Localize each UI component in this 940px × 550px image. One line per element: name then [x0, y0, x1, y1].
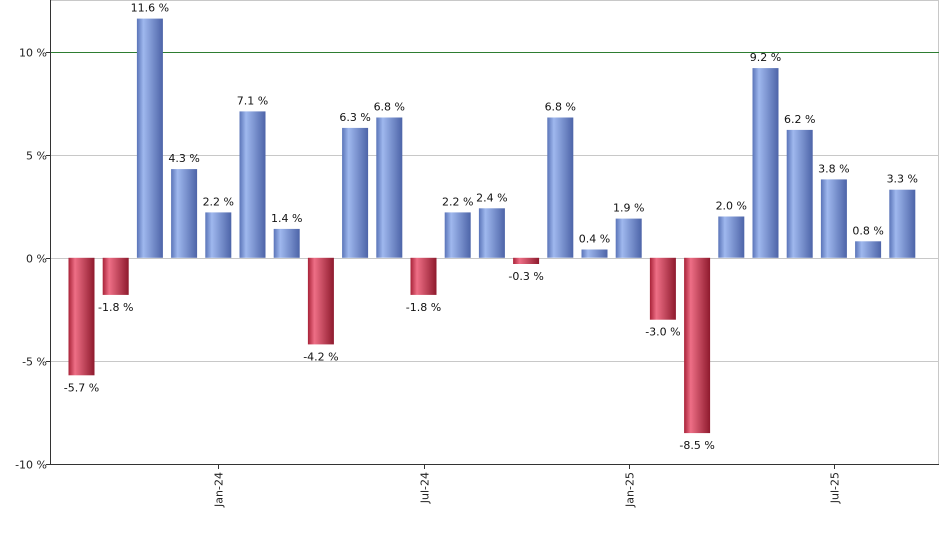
data-label: 6.2 %	[784, 113, 815, 126]
data-label: -1.8 %	[406, 301, 441, 314]
bar	[342, 127, 369, 258]
data-label: -4.2 %	[303, 350, 338, 363]
x-tick-label: Jan-24	[213, 472, 226, 508]
data-label: 4.3 %	[168, 152, 199, 165]
x-tick-label: Jul-24	[419, 472, 432, 504]
data-label: 6.8 %	[374, 101, 405, 114]
data-label: 0.4 %	[579, 233, 610, 246]
bar	[547, 117, 574, 258]
data-label: 2.0 %	[716, 200, 747, 213]
bar	[239, 111, 266, 258]
data-label: 2.2 %	[442, 195, 473, 208]
bar	[513, 257, 540, 264]
bar	[444, 212, 471, 258]
bar	[855, 241, 882, 258]
bar	[752, 68, 779, 258]
data-label: 9.2 %	[750, 51, 781, 64]
bar	[376, 117, 403, 258]
data-label: 3.8 %	[818, 162, 849, 175]
bars	[68, 18, 916, 434]
bar	[718, 216, 745, 258]
x-tick-label: Jul-25	[829, 472, 842, 504]
data-label: 6.3 %	[339, 111, 370, 124]
bar	[68, 257, 95, 376]
bar	[889, 189, 916, 258]
bar	[273, 228, 300, 258]
data-label: -0.3 %	[508, 270, 543, 283]
bar	[820, 179, 847, 258]
data-label: 0.8 %	[852, 224, 883, 237]
data-label: 6.8 %	[545, 101, 576, 114]
y-tick-label: -5 %	[22, 356, 47, 369]
data-label: 3.3 %	[887, 173, 918, 186]
data-labels: -5.7 % -1.8 % 11.6 % 4.3 % 2.2 % 7.1 % 1.4 % -4…	[64, 2, 918, 453]
y-tick-label: 10 %	[19, 47, 47, 60]
data-label: 11.6 %	[131, 2, 169, 15]
bar	[649, 257, 676, 320]
data-label: 1.4 %	[271, 212, 302, 225]
bar	[615, 218, 642, 258]
data-label: -5.7 %	[64, 381, 99, 394]
data-label: 2.4 %	[476, 191, 507, 204]
bar	[581, 249, 608, 258]
data-label: 2.2 %	[203, 195, 234, 208]
y-tick-label: 0 %	[26, 253, 47, 266]
bar	[205, 212, 232, 258]
bar	[478, 208, 505, 258]
y-tick-label: 5 %	[26, 150, 47, 163]
y-tick-label: -10 %	[15, 459, 47, 472]
bar	[102, 257, 129, 295]
bar	[684, 257, 711, 434]
bar	[136, 18, 163, 258]
data-label: -8.5 %	[679, 439, 714, 452]
bar	[171, 169, 198, 258]
x-tick-label: Jan-25	[624, 472, 637, 508]
axes: -10 % -5 % 0 % 5 % 10 % Jan-24 Jul-24 Jan-25 Jul…	[15, 0, 939, 508]
bar	[307, 257, 334, 345]
data-label: -1.8 %	[98, 301, 133, 314]
bar	[786, 129, 813, 258]
data-label: 1.9 %	[613, 202, 644, 215]
bar	[410, 257, 437, 295]
data-label: 7.1 %	[237, 94, 268, 107]
data-label: -3.0 %	[645, 326, 680, 339]
